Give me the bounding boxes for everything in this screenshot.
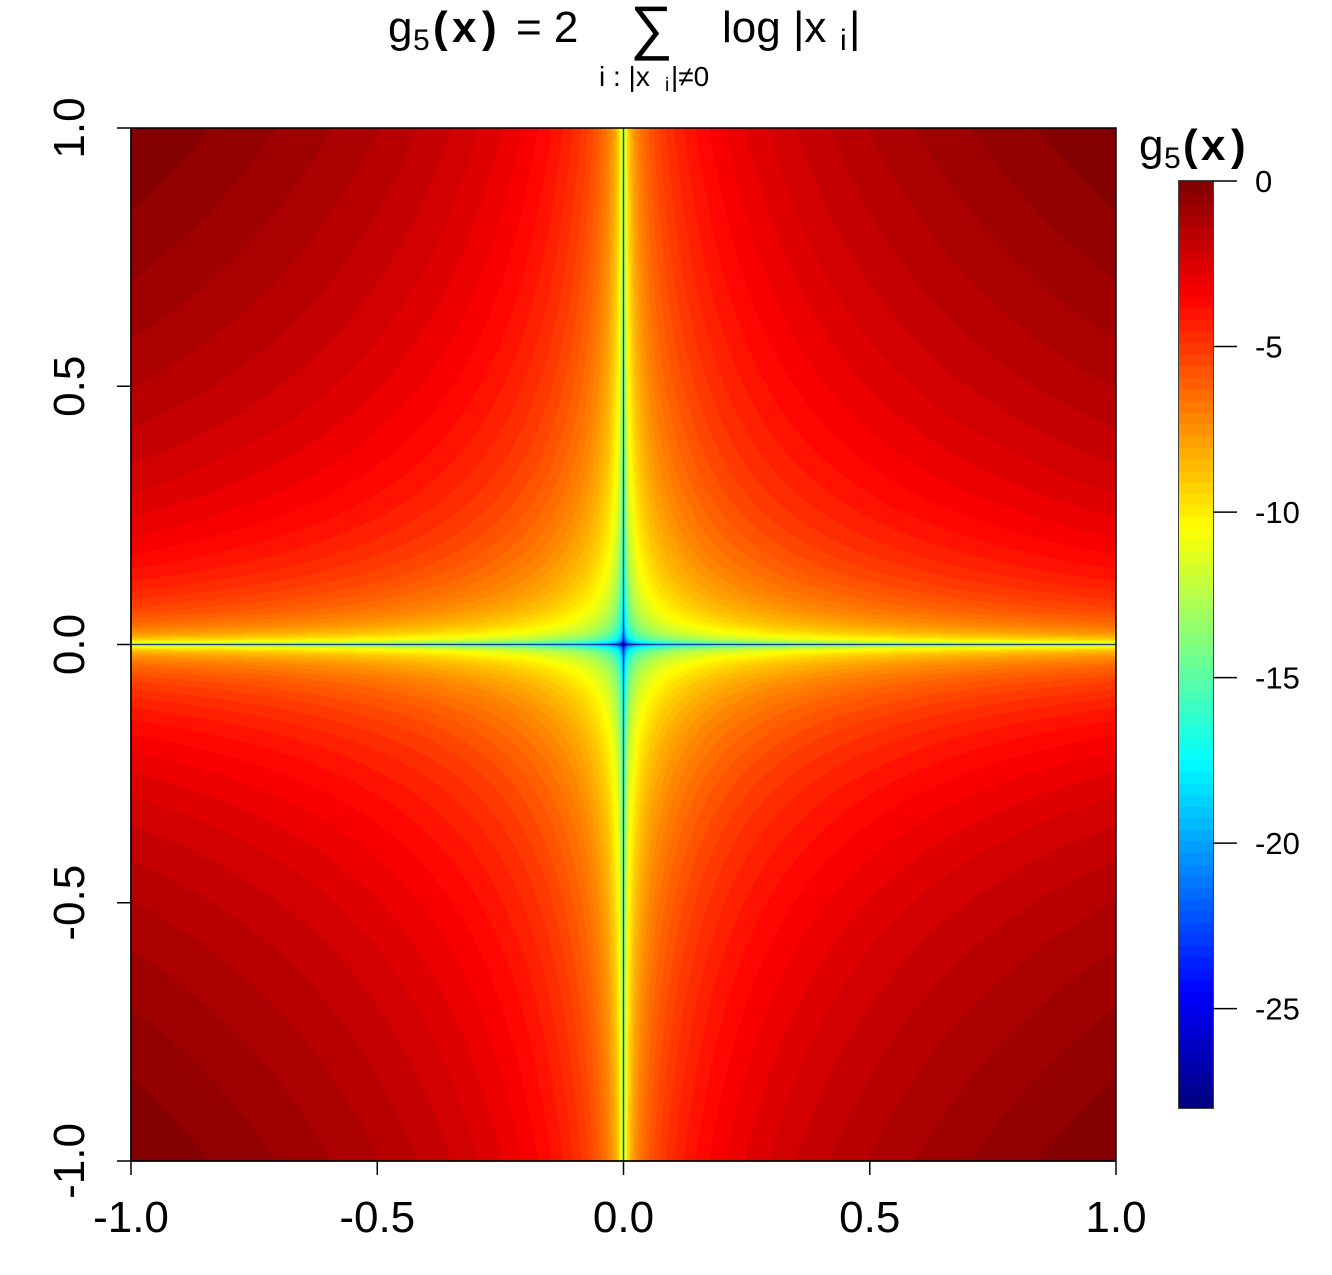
title-sum-symbol: ∑ xyxy=(630,0,673,61)
x-tick-label: -1.0 xyxy=(93,1193,169,1242)
heatmap-plot xyxy=(131,128,1116,1161)
title-sum-index: i : |x xyxy=(599,61,650,92)
x-tick-label: 0.0 xyxy=(593,1193,654,1242)
title-sum-index-subscript: i xyxy=(665,75,670,96)
plot-border xyxy=(130,127,1117,1162)
colorbar-tick-label: -25 xyxy=(1255,992,1300,1027)
chart-title: g 5 ( x ) = 2 ∑ i : |x i |≠0 log |x i | xyxy=(0,0,1332,100)
legend-title-var: x xyxy=(1201,121,1226,170)
colorbar-tick-label: 0 xyxy=(1255,164,1272,199)
legend-title-fn: g xyxy=(1139,121,1164,170)
y-tick-label: -0.5 xyxy=(45,865,94,941)
legend-title-subscript: 5 xyxy=(1164,142,1181,175)
title-rhs-subscript: i xyxy=(840,24,847,57)
y-tick-label: -1.0 xyxy=(45,1123,94,1199)
title-equals: = 2 xyxy=(516,3,579,52)
title-fn-subscript: 5 xyxy=(413,24,430,57)
colorbar-tick-label: -15 xyxy=(1255,661,1300,696)
y-tick-label: 0.0 xyxy=(45,614,94,675)
title-fn: g xyxy=(388,3,413,52)
colorbar-tick-label: -5 xyxy=(1255,330,1283,365)
legend-title-close-paren: ) xyxy=(1231,121,1246,170)
title-sum-index-condition: |≠0 xyxy=(671,61,710,92)
title-rhs-end: | xyxy=(849,3,861,52)
colorbar-tick-label: -20 xyxy=(1255,826,1300,861)
y-tick-label: 1.0 xyxy=(45,97,94,158)
legend-title-open-paren: ( xyxy=(1183,121,1198,170)
title-open-paren: ( xyxy=(433,3,448,52)
colorbar xyxy=(1179,181,1213,1108)
y-tick-label: 0.5 xyxy=(45,356,94,417)
colorbar-tick-label: -10 xyxy=(1255,495,1300,530)
title-rhs: log |x xyxy=(722,3,827,52)
x-tick-label: -0.5 xyxy=(339,1193,415,1242)
title-var: x xyxy=(452,3,477,52)
title-close-paren: ) xyxy=(482,3,497,52)
x-tick-label: 0.5 xyxy=(839,1193,900,1242)
x-tick-label: 1.0 xyxy=(1085,1193,1146,1242)
